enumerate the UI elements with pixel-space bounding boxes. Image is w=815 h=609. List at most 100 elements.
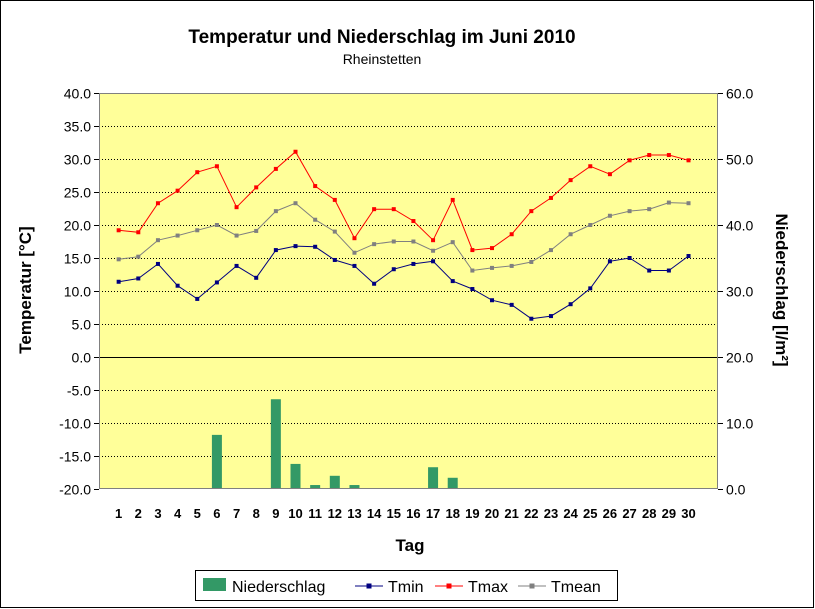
- marker-tmax: [686, 158, 691, 163]
- x-tick-label: 5: [194, 506, 201, 521]
- marker-tmax: [155, 201, 160, 206]
- marker-tmean: [627, 209, 632, 214]
- marker-tmean: [588, 223, 593, 227]
- marker-tmax: [195, 170, 200, 175]
- bar-niederschlag: [270, 399, 281, 489]
- marker-tmax: [214, 164, 219, 169]
- x-tick-label: 21: [504, 506, 518, 521]
- x-tick-label: 22: [524, 506, 538, 521]
- axis-ticks: 40.035.030.025.020.015.010.05.00.0-5.0-1…: [59, 86, 753, 522]
- marker-tmin: [411, 261, 416, 266]
- marker-tmean: [254, 228, 259, 233]
- marker-tmax: [411, 219, 416, 224]
- x-tick-label: 10: [288, 506, 302, 521]
- marker-tmax: [490, 246, 495, 251]
- line-tmean: [118, 202, 689, 272]
- marker-tmin: [686, 254, 691, 259]
- left-tick-label: 25.0: [64, 185, 91, 201]
- marker-tmin: [372, 281, 377, 286]
- marker-tmin: [431, 259, 436, 264]
- marker-tmax: [313, 184, 318, 189]
- x-tick-label: 18: [445, 506, 459, 521]
- marker-tmax: [332, 197, 337, 202]
- left-tick-label: -5.0: [67, 383, 91, 399]
- line-tmin: [118, 245, 689, 320]
- marker-tmean: [352, 250, 357, 255]
- marker-tmin: [588, 286, 593, 291]
- marker-tmean: [509, 263, 514, 268]
- marker-tmean: [529, 259, 534, 264]
- marker-tmean: [313, 217, 318, 222]
- marker-tmin: [509, 302, 514, 307]
- left-axis-label: Temperatur [°C]: [16, 226, 35, 353]
- legend-swatch-niederschlag: [203, 578, 226, 591]
- marker-tmin: [116, 279, 121, 284]
- marker-tmean: [116, 257, 121, 262]
- x-tick-label: 28: [642, 506, 656, 521]
- chart-subtitle: Rheinstetten: [343, 51, 422, 67]
- left-tick-label: -10.0: [59, 416, 91, 432]
- x-tick-label: 24: [563, 506, 578, 521]
- x-tick-label: 29: [662, 506, 676, 521]
- x-tick-label: 13: [347, 506, 361, 521]
- legend-box: [195, 570, 618, 601]
- right-tick-label: 0.0: [726, 482, 746, 498]
- legend-label-tmax: Tmax: [468, 579, 508, 596]
- legend-marker-tmax: [446, 583, 452, 589]
- right-axis-label: Niederschlag [l/m²]: [772, 213, 791, 366]
- marker-tmin: [273, 248, 278, 253]
- marker-tmax: [293, 149, 298, 154]
- marker-tmin: [293, 244, 298, 249]
- plot-frame: [99, 93, 718, 489]
- marker-tmin: [607, 259, 612, 264]
- bar-niederschlag: [290, 463, 301, 489]
- marker-tmean: [411, 239, 416, 244]
- legend-label-tmin: Tmin: [388, 579, 424, 596]
- x-tick-label: 15: [387, 506, 401, 521]
- right-tick-label: 10.0: [726, 416, 753, 432]
- x-tick-label: 12: [328, 506, 342, 521]
- marker-tmax: [352, 236, 357, 241]
- bar-niederschlag: [447, 477, 458, 489]
- marker-tmean: [548, 248, 553, 253]
- x-tick-label: 17: [426, 506, 440, 521]
- left-tick-label: 35.0: [64, 119, 91, 135]
- marker-tmin: [234, 263, 239, 268]
- marker-tmin: [214, 280, 219, 285]
- bar-niederschlag: [310, 485, 321, 489]
- marker-tmean: [391, 239, 396, 244]
- marker-tmin: [627, 256, 632, 260]
- marker-tmin: [548, 314, 553, 319]
- left-tick-label: 0.0: [72, 350, 92, 366]
- marker-tmean: [136, 254, 141, 259]
- marker-tmin: [391, 267, 396, 272]
- left-tick-label: 20.0: [64, 218, 91, 234]
- left-tick-label: -15.0: [59, 449, 91, 465]
- x-tick-label: 7: [233, 506, 240, 521]
- x-tick-label: 4: [174, 506, 182, 521]
- x-tick-label: 3: [154, 506, 161, 521]
- marker-tmax: [254, 185, 259, 190]
- marker-tmean: [155, 238, 160, 243]
- marker-tmax: [647, 153, 652, 158]
- legend-marker-tmean: [529, 583, 535, 589]
- marker-tmax: [431, 238, 436, 243]
- marker-tmean: [490, 265, 495, 270]
- left-tick-label: -20.0: [59, 482, 91, 498]
- right-tick-label: 30.0: [726, 284, 753, 300]
- x-tick-label: 20: [485, 506, 499, 521]
- marker-tmean: [607, 213, 612, 218]
- marker-tmax: [548, 195, 553, 200]
- marker-tmin: [470, 287, 475, 292]
- right-tick-label: 40.0: [726, 218, 753, 234]
- gridlines: [99, 126, 718, 457]
- marker-tmin: [195, 296, 200, 301]
- marker-tmean: [568, 232, 573, 237]
- marker-tmax: [588, 164, 593, 169]
- marker-tmax: [529, 209, 534, 214]
- x-tick-label: 23: [544, 506, 558, 521]
- marker-tmin: [352, 263, 357, 268]
- marker-tmax: [607, 172, 612, 177]
- right-tick-label: 20.0: [726, 350, 753, 366]
